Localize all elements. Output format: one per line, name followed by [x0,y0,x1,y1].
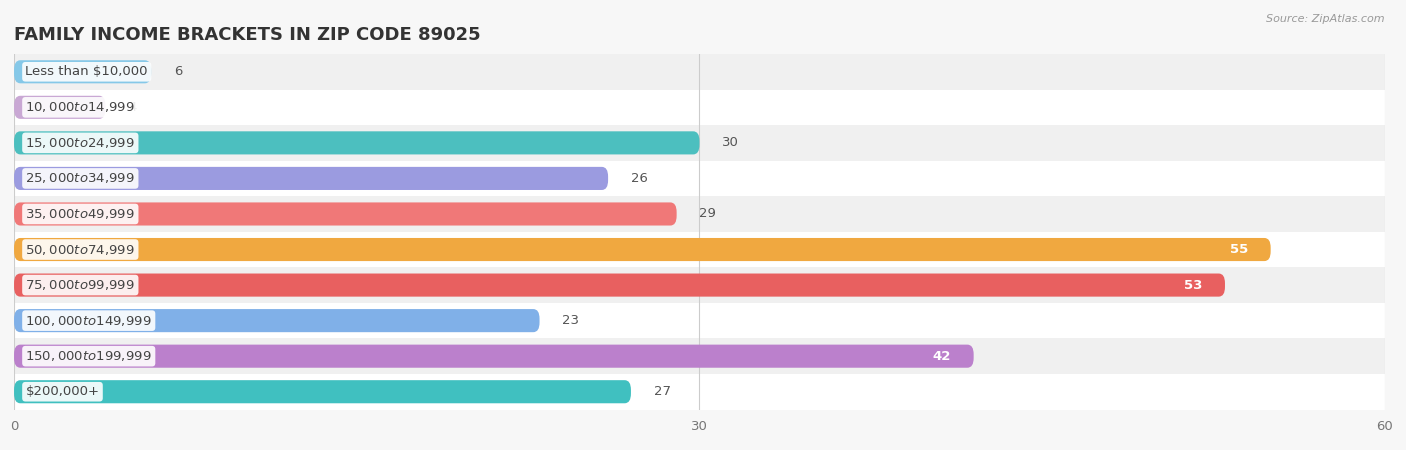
Text: $150,000 to $199,999: $150,000 to $199,999 [25,349,152,363]
Text: Less than $10,000: Less than $10,000 [25,65,148,78]
Text: 4: 4 [128,101,136,114]
Text: $15,000 to $24,999: $15,000 to $24,999 [25,136,135,150]
Bar [14,90,1385,125]
FancyBboxPatch shape [14,380,631,403]
FancyBboxPatch shape [14,345,974,368]
Text: 53: 53 [1184,279,1202,292]
Text: 26: 26 [631,172,648,185]
Text: Source: ZipAtlas.com: Source: ZipAtlas.com [1267,14,1385,23]
Bar [14,374,1385,410]
FancyBboxPatch shape [14,167,609,190]
FancyBboxPatch shape [14,309,540,332]
Bar [14,303,1385,338]
Text: 29: 29 [700,207,717,220]
Text: 27: 27 [654,385,671,398]
Text: FAMILY INCOME BRACKETS IN ZIP CODE 89025: FAMILY INCOME BRACKETS IN ZIP CODE 89025 [14,26,481,44]
Text: 42: 42 [932,350,950,363]
FancyBboxPatch shape [14,202,676,225]
Text: $50,000 to $74,999: $50,000 to $74,999 [25,243,135,256]
FancyBboxPatch shape [14,131,700,154]
Text: $10,000 to $14,999: $10,000 to $14,999 [25,100,135,114]
FancyBboxPatch shape [14,274,1225,297]
Text: $100,000 to $149,999: $100,000 to $149,999 [25,314,152,328]
Bar [14,161,1385,196]
Text: 55: 55 [1230,243,1249,256]
FancyBboxPatch shape [14,238,1271,261]
Bar [14,267,1385,303]
Text: $35,000 to $49,999: $35,000 to $49,999 [25,207,135,221]
Text: 30: 30 [723,136,740,149]
Text: $25,000 to $34,999: $25,000 to $34,999 [25,171,135,185]
Text: $200,000+: $200,000+ [25,385,100,398]
Bar [14,196,1385,232]
Text: 23: 23 [562,314,579,327]
Bar [14,125,1385,161]
FancyBboxPatch shape [14,60,152,83]
FancyBboxPatch shape [14,96,105,119]
Text: $75,000 to $99,999: $75,000 to $99,999 [25,278,135,292]
Bar [14,232,1385,267]
Text: 6: 6 [174,65,183,78]
Bar [14,338,1385,374]
Bar [14,54,1385,90]
